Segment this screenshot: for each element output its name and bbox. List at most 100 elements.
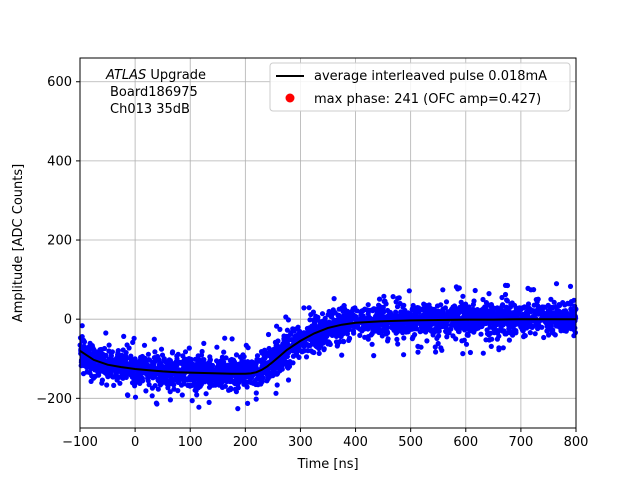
sample-point [103,330,109,336]
sample-point [560,310,567,316]
sample-point [415,343,421,349]
sample-point [120,358,126,364]
sample-point [219,354,225,360]
sample-point [283,314,289,320]
sample-point [439,347,445,353]
sample-point [553,281,560,287]
sample-point [443,299,450,305]
sample-point [125,392,131,398]
sample-point [167,397,173,403]
sample-point [346,335,353,342]
sample-point [450,333,456,339]
sample-point [504,297,510,303]
y-tick-label: 600 [47,75,72,90]
sample-point [458,322,464,328]
average-pulse-line [79,318,576,375]
sample-point [465,332,471,338]
sample-point [181,381,187,387]
sample-point [146,382,152,388]
sample-point [364,307,370,313]
sample-point [340,313,347,319]
sample-point [556,308,562,314]
sample-point [132,394,139,400]
sample-point [167,389,173,395]
sample-point [304,330,310,336]
sample-point [376,296,383,302]
sample-point [168,375,174,381]
x-axis-ticks: −100 0 100 200 300 400 500 600 700 800 [62,428,588,450]
sample-point [486,313,492,319]
sample-point [397,300,403,307]
sample-point [189,398,195,404]
sample-point [277,326,283,332]
sample-point [87,350,94,356]
sample-point [121,373,127,379]
sample-point [350,306,356,312]
sample-point [213,379,219,385]
sample-point [441,321,447,327]
sample-point [568,312,574,318]
sample-point [95,349,101,355]
sample-point [180,353,186,359]
sample-point [508,302,515,308]
sample-point [391,324,397,330]
sample-point [415,349,421,355]
plot-frame [79,57,577,429]
sample-point [111,382,117,388]
sample-point [403,329,409,335]
sample-point [385,324,391,330]
sample-point [91,362,97,368]
sample-point [127,371,133,378]
sample-point [130,339,136,345]
sample-point [286,363,293,369]
sample-point [149,385,155,391]
sample-point [434,303,441,309]
sample-point [276,347,282,353]
sample-point [253,396,259,402]
sample-point [496,347,502,353]
sample-point [488,343,494,349]
sample-point [203,365,209,371]
sample-point [506,337,512,343]
sample-point [115,360,121,366]
sample-point [449,311,455,317]
sample-point [530,324,536,330]
sample-point [219,384,225,390]
sample-point [502,291,509,298]
y-tick-label: −200 [36,392,72,407]
sample-point [334,319,340,325]
sample-point [82,347,88,354]
sample-point [150,362,156,368]
legend: average interleaved pulse 0.018mA max ph… [269,62,571,112]
sample-point [157,376,163,382]
sample-point [229,336,235,342]
sample-point [501,328,507,334]
sample-point [243,342,249,348]
sample-point [385,338,391,344]
sample-point [305,348,311,354]
sample-point [538,311,544,317]
sample-point [274,382,280,388]
x-tick-label: 500 [398,435,423,450]
sample-point [227,378,233,384]
scatter-points [77,281,579,412]
sample-point [256,376,263,382]
sample-point [535,296,541,302]
x-tick-label: 100 [178,435,203,450]
sample-point [267,370,273,377]
sample-point [241,354,247,360]
sample-point [226,362,232,368]
sample-point [548,296,554,302]
sample-point [346,317,352,323]
sample-point [412,326,418,332]
sample-point [175,388,181,394]
sample-point [358,312,364,318]
sample-point [547,325,554,331]
sample-point [141,342,148,348]
sample-point [499,294,505,301]
sample-point [175,351,181,357]
y-tick-label: 0 [64,313,72,328]
sample-point [182,349,189,355]
sample-point [440,287,446,293]
